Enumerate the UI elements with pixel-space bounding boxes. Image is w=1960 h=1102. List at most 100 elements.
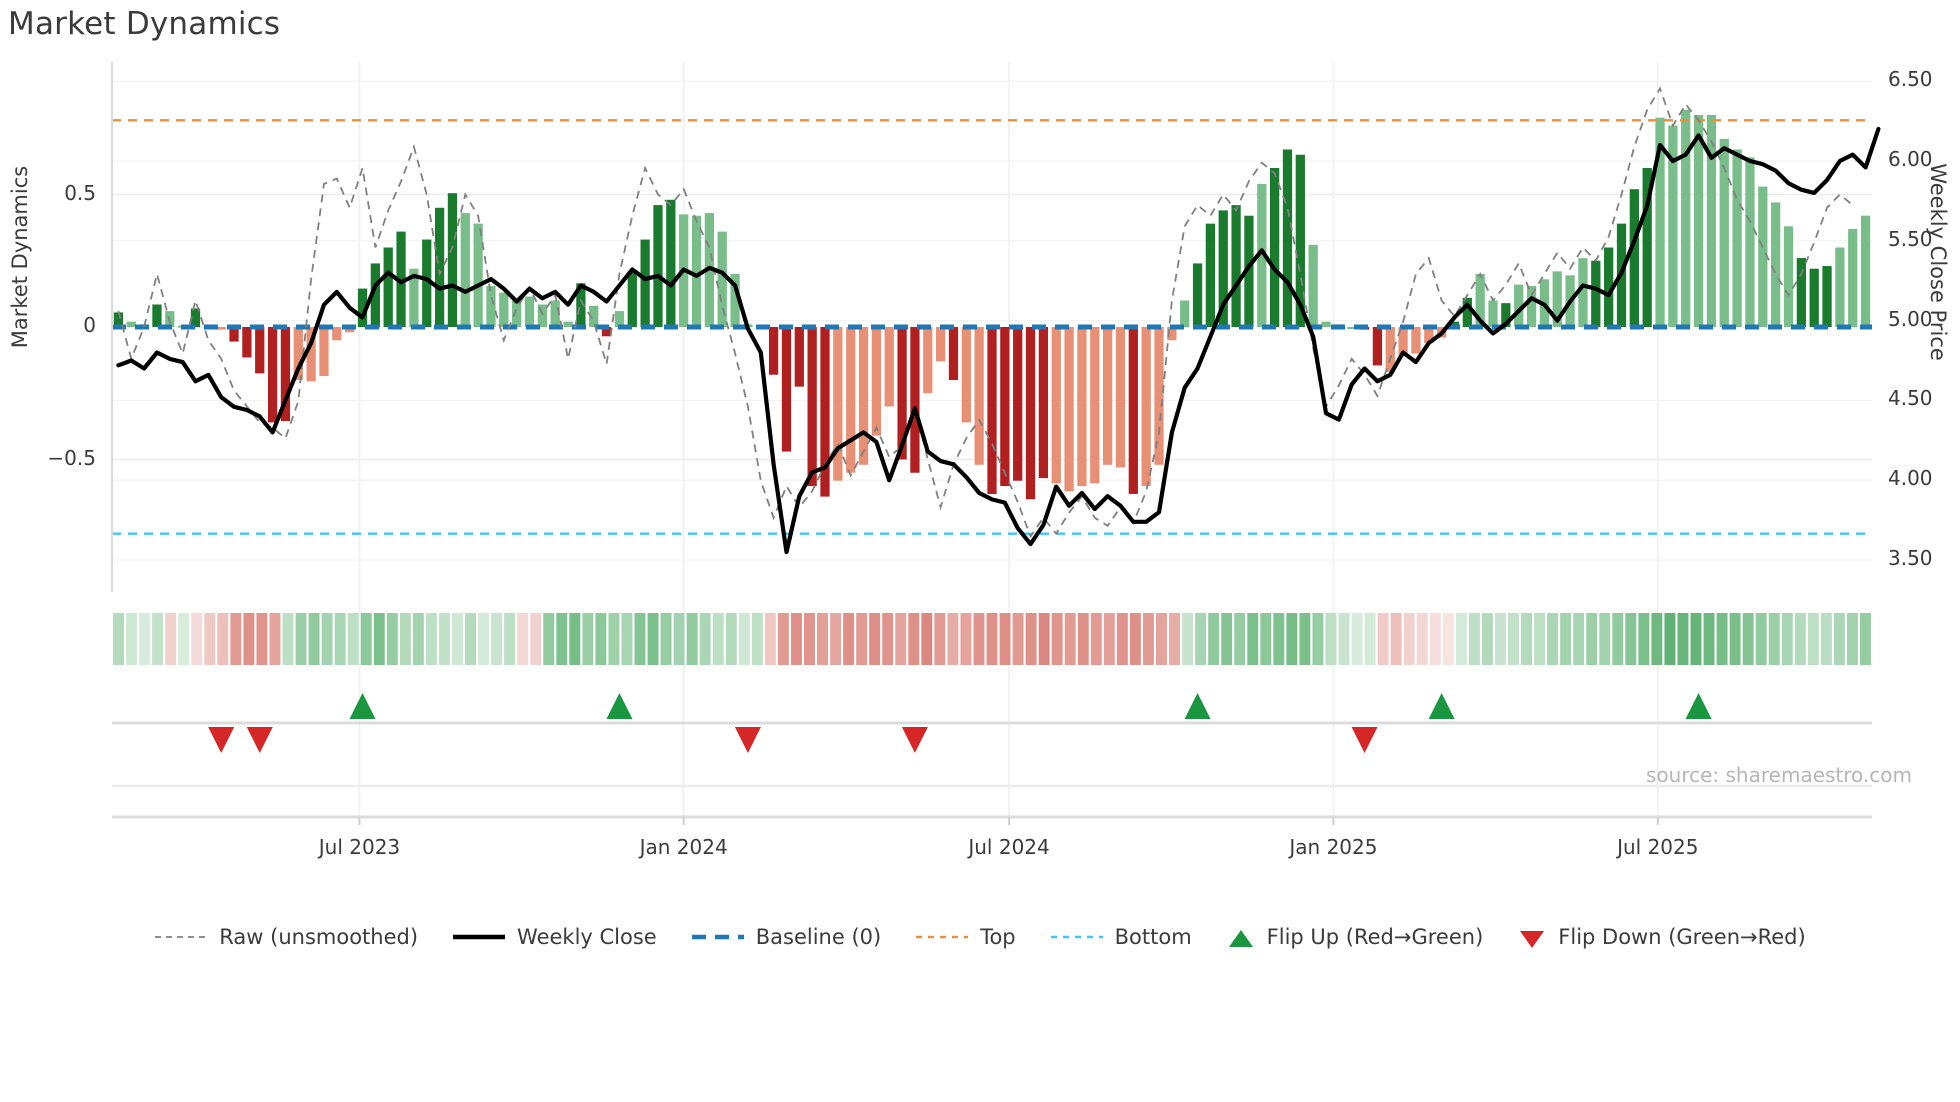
- bar: [1347, 327, 1357, 329]
- bar: [884, 327, 894, 407]
- flip-down-marker: [734, 727, 761, 753]
- heatmap-cell: [725, 613, 737, 665]
- heatmap-cell: [999, 613, 1011, 665]
- heatmap-cell: [504, 613, 516, 665]
- heatmap-cell: [830, 613, 842, 665]
- bar: [1732, 149, 1742, 327]
- heatmap-cell: [1560, 613, 1572, 665]
- bar: [1025, 327, 1036, 500]
- heatmap-cell: [1807, 613, 1819, 665]
- legend-item[interactable]: Flip Down (Green→Red): [1517, 925, 1806, 949]
- heatmap-cell: [882, 613, 894, 665]
- heatmap-cell: [1129, 613, 1141, 665]
- heatmap-cell: [1156, 613, 1167, 665]
- heatmap-cell: [1260, 613, 1272, 665]
- bar: [653, 205, 663, 327]
- heatmap-cell: [1403, 613, 1415, 665]
- heatmap-cell: [1742, 613, 1754, 665]
- heatmap-cell: [1169, 613, 1180, 665]
- x-tick-label: Jul 2024: [968, 835, 1050, 859]
- bar: [1013, 327, 1023, 481]
- heatmap-cell: [1820, 613, 1832, 665]
- heatmap-cell: [660, 613, 672, 665]
- bar: [1822, 266, 1832, 327]
- heatmap-cell: [960, 613, 972, 665]
- heatmap-cell: [1247, 613, 1259, 665]
- bar: [794, 327, 804, 387]
- y-tick-label-right: 5.50: [1888, 226, 1933, 251]
- heatmap-cell: [1508, 613, 1519, 665]
- heatmap-cell: [973, 613, 985, 665]
- heatmap-cell: [178, 613, 190, 665]
- bar: [1745, 157, 1755, 327]
- heatmap-cell: [373, 613, 385, 665]
- heatmap-cell: [764, 613, 776, 665]
- bar: [345, 327, 355, 333]
- legend-item[interactable]: Flip Up (Red→Green): [1226, 925, 1483, 949]
- bar: [537, 304, 547, 327]
- heatmap-cell: [1755, 613, 1767, 665]
- bar: [1783, 226, 1794, 327]
- bar: [1449, 321, 1460, 327]
- heatmap-cell: [1729, 613, 1741, 665]
- y-tick-label-right: 3.50: [1888, 546, 1933, 571]
- heatmap-cell: [908, 613, 920, 665]
- bar: [1077, 327, 1087, 486]
- heatmap-cell: [1351, 613, 1363, 665]
- heatmap-cell: [1325, 613, 1337, 665]
- heatmap-cell: [804, 613, 815, 665]
- bar: [1295, 154, 1305, 327]
- heatmap-cell: [165, 613, 177, 665]
- heatmap-cell: [582, 613, 594, 665]
- bar: [1192, 263, 1203, 327]
- bar: [1244, 215, 1254, 327]
- heatmap-cell: [921, 613, 933, 665]
- bar: [499, 292, 509, 327]
- page-title: Market Dynamics: [8, 6, 281, 42]
- y-tick-label-right: 6.50: [1888, 67, 1933, 92]
- heatmap-cell: [243, 613, 255, 665]
- bar: [1514, 284, 1524, 327]
- heatmap-cell: [191, 613, 203, 665]
- heatmap-cell: [1377, 613, 1389, 665]
- heatmap-cell: [1338, 613, 1350, 665]
- bar: [987, 327, 997, 494]
- line-swatch-icon: [452, 928, 506, 946]
- heatmap-cell: [895, 613, 907, 665]
- heatmap-cell: [1012, 613, 1024, 665]
- flip-up-marker: [1184, 693, 1211, 719]
- heatmap-cell: [569, 613, 581, 665]
- legend-item[interactable]: Bottom: [1050, 925, 1192, 949]
- heatmap-cell: [790, 613, 802, 665]
- heatmap-cell: [399, 613, 411, 665]
- legend-item[interactable]: Baseline (0): [691, 925, 881, 949]
- bar: [601, 327, 612, 337]
- bar: [434, 207, 445, 327]
- legend-item[interactable]: Weekly Close: [452, 925, 657, 949]
- bar: [768, 327, 779, 375]
- heatmap-cell: [1860, 613, 1871, 665]
- heatmap-cell: [608, 613, 620, 665]
- x-tick-label: Jul 2023: [318, 835, 401, 859]
- bar: [1526, 285, 1537, 327]
- heatmap-cell: [491, 613, 503, 665]
- flip-up-marker: [1428, 693, 1455, 719]
- heatmap-cell: [412, 613, 424, 665]
- heatmap-cell: [295, 613, 307, 665]
- bar: [807, 327, 817, 486]
- bar: [1282, 149, 1293, 327]
- heatmap-cell: [673, 613, 685, 665]
- bar: [627, 271, 637, 327]
- bar: [1860, 215, 1871, 327]
- heatmap-cell: [817, 613, 828, 665]
- heatmap-cell: [712, 613, 724, 665]
- legend-item[interactable]: Raw (unsmoothed): [154, 925, 418, 949]
- bar: [409, 268, 419, 327]
- heatmap-cell: [777, 613, 789, 665]
- bar: [447, 193, 458, 327]
- bar: [1231, 205, 1241, 327]
- heatmap-cell: [1364, 613, 1376, 665]
- bar: [1000, 327, 1010, 486]
- legend-item[interactable]: Top: [915, 925, 1016, 949]
- bar: [1578, 258, 1588, 327]
